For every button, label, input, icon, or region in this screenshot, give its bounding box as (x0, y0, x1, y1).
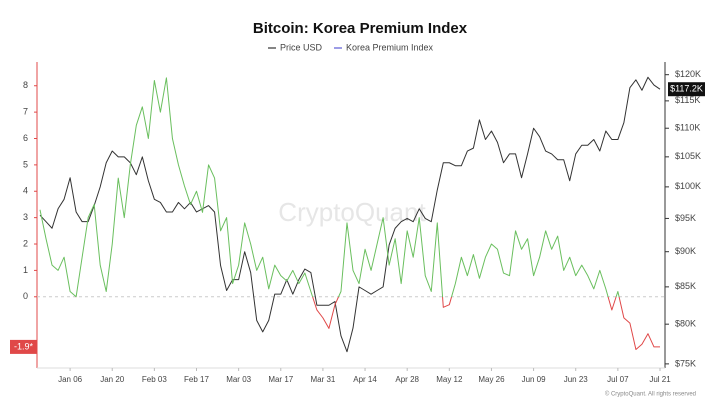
annotation-label: -1.9* (14, 341, 34, 351)
annotation-box (10, 339, 37, 354)
x-tick-label: Jul 21 (649, 375, 671, 384)
x-tick-label: Jul 07 (607, 375, 629, 384)
y-tick-label: 8 (23, 80, 28, 90)
y-tick-label: 6 (23, 133, 28, 143)
x-tick-label: Jun 23 (564, 375, 589, 384)
y2-tick-label: $105K (675, 151, 701, 161)
y-tick-label: 7 (23, 106, 28, 116)
x-tick-label: May 26 (478, 375, 505, 384)
series-line (39, 76, 661, 353)
x-tick-label: Jun 09 (522, 375, 547, 384)
x-tick-label: Jan 06 (58, 375, 83, 384)
annotation-box (668, 82, 705, 97)
legend-label: Price USD (280, 42, 323, 52)
y2-tick-label: $100K (675, 181, 701, 191)
y2-tick-label: $110K (675, 123, 700, 133)
y2-tick-label: $90K (675, 246, 696, 256)
x-tick-label: Mar 17 (268, 375, 293, 384)
watermark: CryptoQuant (278, 197, 426, 227)
y2-tick-label: $75K (675, 358, 696, 368)
y2-tick-label: $120K (675, 69, 701, 79)
y-tick-label: 3 (23, 212, 28, 222)
x-tick-label: Mar 31 (310, 375, 335, 384)
y-tick-label: 4 (23, 186, 28, 196)
y-tick-label: 2 (23, 238, 28, 248)
x-tick-label: Feb 17 (184, 375, 209, 384)
y2-tick-label: $95K (675, 213, 696, 223)
y-tick-label: 0 (23, 291, 28, 301)
y2-tick-label: $80K (675, 319, 696, 329)
x-tick-label: Apr 28 (395, 375, 419, 384)
y-tick-label: 5 (23, 159, 28, 169)
legend-label: Korea Premium Index (346, 42, 434, 52)
chart-title: Bitcoin: Korea Premium Index (253, 20, 468, 37)
y-tick-label: 1 (23, 265, 28, 275)
annotation-label: $117.2K (670, 84, 703, 94)
y2-tick-label: $85K (675, 281, 696, 291)
y2-tick-label: $115K (675, 95, 700, 105)
x-tick-label: Mar 03 (226, 375, 251, 384)
x-tick-label: Apr 14 (353, 375, 377, 384)
x-tick-label: May 12 (436, 375, 463, 384)
x-tick-label: Jan 20 (100, 375, 125, 384)
series-line (39, 77, 660, 351)
x-tick-label: Feb 03 (142, 375, 167, 384)
footer: © CryptoQuant. All rights reserved (605, 391, 696, 398)
